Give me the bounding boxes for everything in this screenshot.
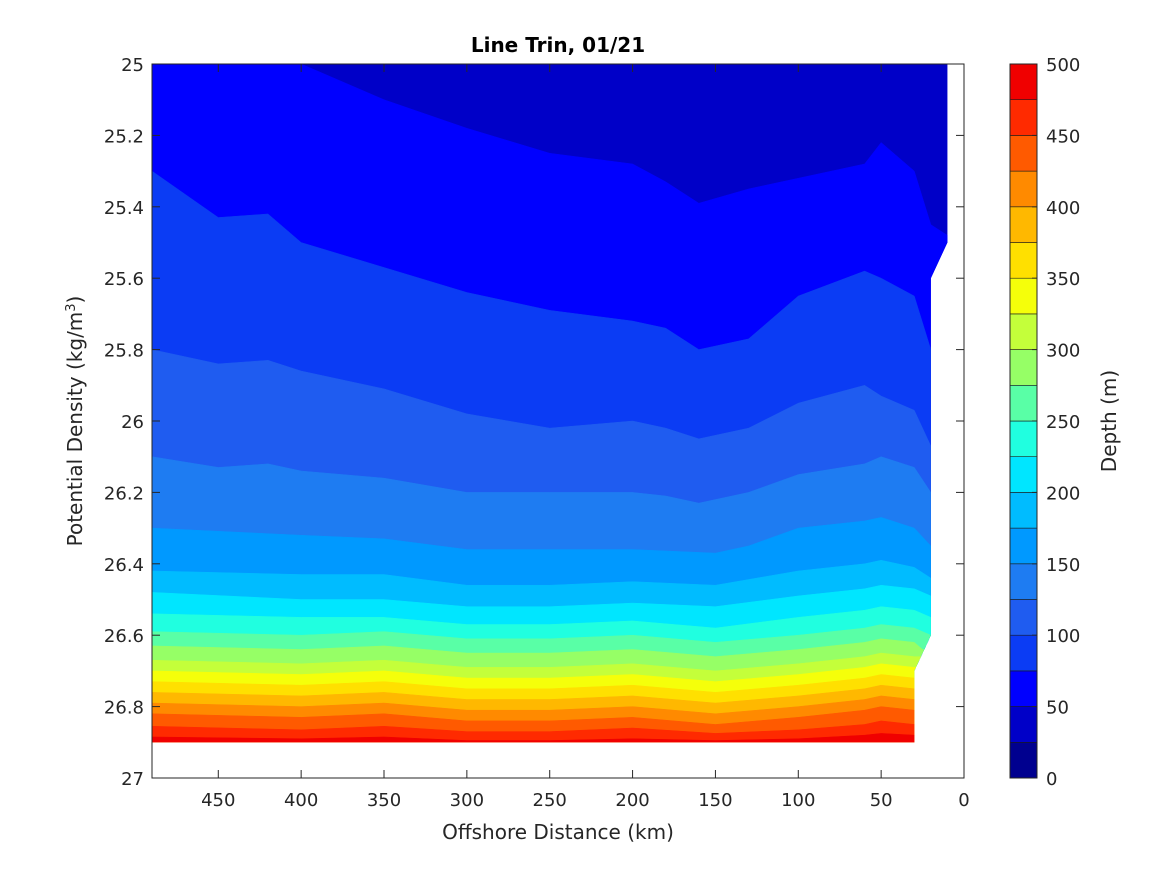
colorbar-segment <box>1009 277 1038 315</box>
x-tick-label: 0 <box>958 790 969 811</box>
colorbar-segment <box>1009 599 1038 636</box>
colorbar-segment <box>1009 242 1038 279</box>
x-tick-label: 50 <box>870 790 893 811</box>
colorbar-tick-label: 400 <box>1046 198 1080 219</box>
colorbar-segment <box>1009 634 1038 672</box>
x-tick-label: 400 <box>284 790 318 811</box>
colorbar-tick-label: 450 <box>1046 126 1080 147</box>
colorbar-segment <box>1009 206 1038 243</box>
colorbar-segment <box>1009 492 1038 529</box>
chart-title: Line Trin, 01/21 <box>471 33 645 57</box>
colorbar-segment <box>1009 670 1038 707</box>
colorbar-label: Depth (m) <box>1097 370 1121 472</box>
colorbar-segment <box>1009 527 1038 565</box>
colorbar-segment <box>1009 349 1038 386</box>
y-axis-label-close: ) <box>63 296 87 304</box>
colorbar: 0 50 100 150 200 250 300 350 400 450 500 <box>1009 55 1080 790</box>
contour-band-450 <box>152 720 948 743</box>
x-tick-label: 150 <box>698 790 732 811</box>
colorbar-tick-label: 250 <box>1046 412 1080 433</box>
colorbar-tick-label: 50 <box>1046 698 1069 719</box>
colorbar-tick-label: 0 <box>1046 769 1057 790</box>
colorbar-segment <box>1009 741 1038 779</box>
colorbar-tick-label: 350 <box>1046 269 1080 290</box>
y-tick-label: 25.4 <box>104 198 144 219</box>
colorbar-tick-label: 100 <box>1046 626 1080 647</box>
colorbar-segment <box>1009 456 1038 493</box>
colorbar-segment <box>1009 313 1038 350</box>
colorbar-tick-label: 200 <box>1046 483 1080 504</box>
colorbar-tick-label: 300 <box>1046 341 1080 362</box>
colorbar-segment <box>1009 706 1038 743</box>
y-tick-label: 26.8 <box>104 698 144 719</box>
colorbar-segment <box>1009 420 1038 458</box>
y-tick-label: 25 <box>121 55 144 76</box>
x-tick-label: 200 <box>615 790 649 811</box>
x-tick-label: 250 <box>533 790 567 811</box>
y-tick-label: 26.6 <box>104 626 144 647</box>
colorbar-segment <box>1009 63 1038 101</box>
y-axis-label: Potential Density (kg/m3) <box>63 296 87 547</box>
contour-bands <box>152 64 948 743</box>
x-tick-label: 300 <box>450 790 484 811</box>
y-tick-label: 26 <box>121 412 144 433</box>
x-tick-label: 450 <box>201 790 235 811</box>
colorbar-segment <box>1009 384 1038 422</box>
y-tick-label: 25.2 <box>104 126 144 147</box>
x-axis-label: Offshore Distance (km) <box>442 820 674 844</box>
y-axis-ticks: 25 25.2 25.4 25.6 25.8 26 26.2 26.4 26.6 26.8 27 <box>104 55 964 790</box>
contour-band-425 <box>152 706 948 743</box>
x-tick-label: 350 <box>367 790 401 811</box>
y-axis-label-superscript: 3 <box>64 303 79 311</box>
colorbar-tick-label: 150 <box>1046 555 1080 576</box>
colorbar-segment <box>1009 563 1038 600</box>
y-axis-label-main: Potential Density (kg/m <box>63 312 87 547</box>
colorbar-segment <box>1009 170 1038 208</box>
colorbar-tick-label: 500 <box>1046 55 1080 76</box>
y-tick-label: 25.8 <box>104 341 144 362</box>
contour-band-475 <box>152 733 948 743</box>
colorbar-segment <box>1009 135 1038 172</box>
y-tick-label: 26.2 <box>104 483 144 504</box>
colorbar-segment <box>1009 99 1038 136</box>
y-tick-label: 25.6 <box>104 269 144 290</box>
y-tick-label: 26.4 <box>104 555 144 576</box>
y-tick-label: 27 <box>121 769 144 790</box>
x-tick-label: 100 <box>781 790 815 811</box>
x-axis-ticks: 450 400 350 300 250 200 150 100 50 0 <box>201 64 970 811</box>
